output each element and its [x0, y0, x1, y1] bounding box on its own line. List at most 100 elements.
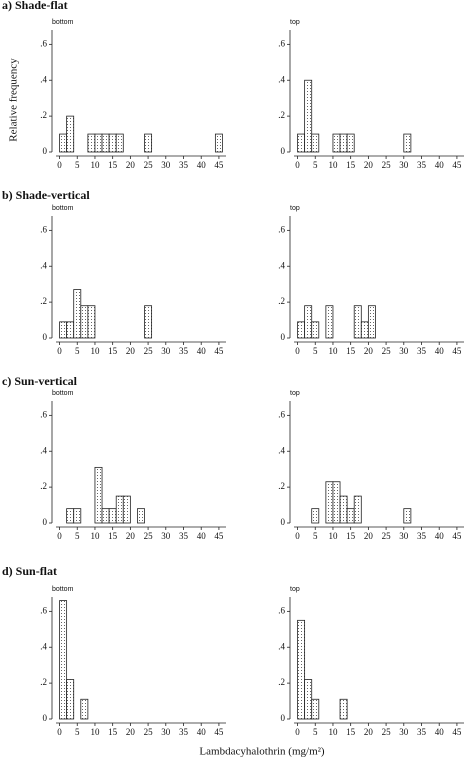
bar	[403, 508, 412, 524]
x-tick-label: 0	[295, 160, 300, 170]
y-tick-label: .6	[40, 224, 47, 234]
bar	[101, 508, 110, 524]
y-tick-label: .2	[278, 296, 285, 306]
x-tick-label: 40	[197, 727, 207, 737]
x-tick-label: 30	[399, 531, 409, 541]
x-tick-label: 0	[57, 160, 62, 170]
subplot-title: top	[290, 586, 300, 593]
bar	[144, 305, 153, 339]
subplot-title: bottom	[52, 19, 74, 26]
bar	[311, 133, 320, 153]
subplot-title: top	[290, 390, 300, 397]
x-tick-label: 40	[435, 531, 445, 541]
y-tick-label: .4	[278, 74, 285, 84]
x-tick-label: 35	[179, 346, 189, 356]
x-tick-label: 45	[214, 727, 224, 737]
bar	[311, 698, 320, 720]
y-tick-label: .2	[278, 677, 285, 687]
y-tick-label: 0	[281, 332, 286, 342]
x-tick-label: 30	[161, 346, 171, 356]
x-tick-label: 10	[90, 531, 100, 541]
x-tick-label: 35	[417, 160, 427, 170]
x-tick-label: 20	[364, 346, 374, 356]
x-tick-label: 10	[90, 727, 100, 737]
x-tick-label: 30	[161, 531, 171, 541]
x-tick-label: 0	[57, 727, 62, 737]
x-tick-label: 20	[364, 531, 374, 541]
x-tick-label: 45	[452, 531, 462, 541]
x-tick-label: 5	[313, 346, 318, 356]
x-tick-label: 25	[382, 160, 392, 170]
subplot-title: bottom	[52, 586, 74, 593]
x-tick-label: 10	[328, 160, 338, 170]
x-tick-label: 45	[452, 727, 462, 737]
bar	[297, 619, 306, 720]
x-tick-label: 5	[313, 727, 318, 737]
x-tick-label: 0	[57, 531, 62, 541]
bar	[122, 495, 131, 524]
x-tick-label: 30	[161, 727, 171, 737]
section-title: b) Shade-vertical	[2, 188, 90, 202]
bar	[80, 698, 89, 720]
section-title: d) Sun-flat	[2, 564, 57, 578]
x-tick-label: 5	[313, 160, 318, 170]
bar	[59, 133, 68, 153]
y-tick-label: .6	[278, 38, 285, 48]
x-tick-label: 25	[382, 531, 392, 541]
bar	[325, 305, 334, 339]
x-tick-label: 30	[399, 727, 409, 737]
bar	[80, 305, 89, 339]
x-tick-label: 25	[382, 346, 392, 356]
x-tick-label: 10	[328, 727, 338, 737]
bar	[73, 508, 82, 524]
x-tick-label: 0	[295, 346, 300, 356]
x-tick-label: 20	[126, 727, 136, 737]
x-tick-label: 15	[346, 531, 356, 541]
y-tick-label: 0	[43, 713, 48, 723]
bar	[144, 133, 153, 153]
bar	[66, 508, 75, 524]
x-tick-label: 5	[313, 531, 318, 541]
y-tick-label: .4	[278, 445, 285, 455]
bar	[87, 133, 96, 153]
y-tick-label: 0	[43, 332, 48, 342]
x-tick-label: 15	[346, 727, 356, 737]
bar	[297, 321, 306, 339]
x-tick-label: 10	[90, 346, 100, 356]
x-tick-label: 15	[108, 160, 118, 170]
bar	[346, 508, 355, 524]
subplot-title: bottom	[52, 205, 74, 212]
bar	[339, 495, 348, 524]
bar	[367, 305, 376, 339]
y-tick-label: .2	[40, 677, 47, 687]
bar	[66, 679, 75, 720]
y-tick-label: .4	[278, 641, 285, 651]
section-title: c) Sun-vertical	[2, 374, 78, 388]
bar	[214, 133, 223, 153]
y-tick-label: .4	[40, 74, 47, 84]
y-tick-label: .4	[278, 260, 285, 270]
x-tick-label: 10	[328, 346, 338, 356]
subplot-title: top	[290, 19, 300, 26]
bar	[108, 508, 117, 524]
bar	[66, 115, 75, 153]
x-tick-label: 10	[90, 160, 100, 170]
y-tick-label: .2	[40, 481, 47, 491]
x-tick-label: 0	[57, 346, 62, 356]
bar	[304, 79, 313, 153]
y-tick-label: 0	[281, 517, 286, 527]
x-tick-label: 35	[417, 727, 427, 737]
bar	[311, 508, 320, 524]
y-tick-label: .6	[278, 224, 285, 234]
y-tick-label: .6	[40, 38, 47, 48]
x-tick-label: 0	[295, 727, 300, 737]
x-tick-label: 5	[75, 531, 80, 541]
subplot-title: top	[290, 205, 300, 212]
x-tick-label: 20	[126, 346, 136, 356]
x-tick-label: 10	[328, 531, 338, 541]
y-tick-label: .6	[278, 605, 285, 615]
y-tick-label: 0	[281, 146, 286, 156]
x-tick-label: 40	[197, 346, 207, 356]
x-axis-label: Lambdacyhalothrin (mg/m²)	[199, 746, 325, 758]
